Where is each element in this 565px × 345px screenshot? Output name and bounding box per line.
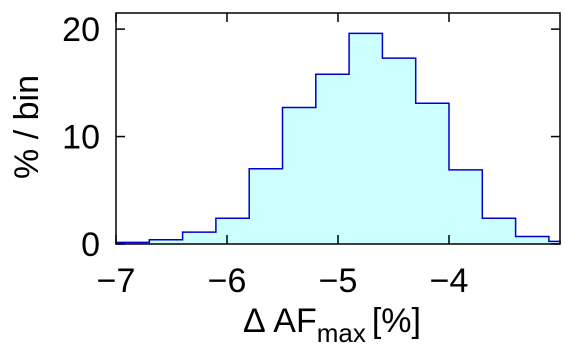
histogram-bar: [149, 239, 183, 244]
histogram-outline: [115, 32, 561, 244]
y-tick-label: 10: [62, 119, 100, 157]
x-axis-title-subscript: max: [317, 318, 366, 345]
x-tick-label: −7: [97, 262, 136, 300]
x-axis: −7 −6 −5 −4: [97, 13, 469, 300]
y-tick-label: 20: [62, 11, 100, 49]
x-tick-label: −5: [319, 262, 358, 300]
histogram-bar: [282, 107, 316, 245]
y-axis: 0 10 20: [62, 11, 560, 264]
histogram-bar: [415, 103, 449, 244]
histogram-bar: [315, 74, 350, 245]
histogram-bar: [482, 218, 516, 244]
x-axis-title: Δ AFmax [%]: [243, 302, 421, 345]
histogram-bar: [548, 241, 560, 244]
histogram-bar: [382, 58, 416, 244]
histogram-bar: [349, 33, 383, 244]
histogram-bar: [249, 168, 283, 244]
histogram-bar: [515, 236, 549, 244]
x-axis-title-main: Δ AF: [243, 302, 317, 340]
x-axis-title-unit: [%]: [372, 302, 421, 340]
histogram-bar: [182, 232, 216, 244]
y-axis-title: % / bin: [8, 75, 46, 179]
x-tick-label: −4: [430, 262, 469, 300]
histogram-bar: [449, 169, 483, 244]
histogram-bar: [116, 242, 150, 244]
x-tick-label: −6: [208, 262, 247, 300]
y-tick-label: 0: [81, 226, 100, 264]
histogram-bar: [215, 218, 250, 244]
histogram-bars: [116, 33, 560, 245]
